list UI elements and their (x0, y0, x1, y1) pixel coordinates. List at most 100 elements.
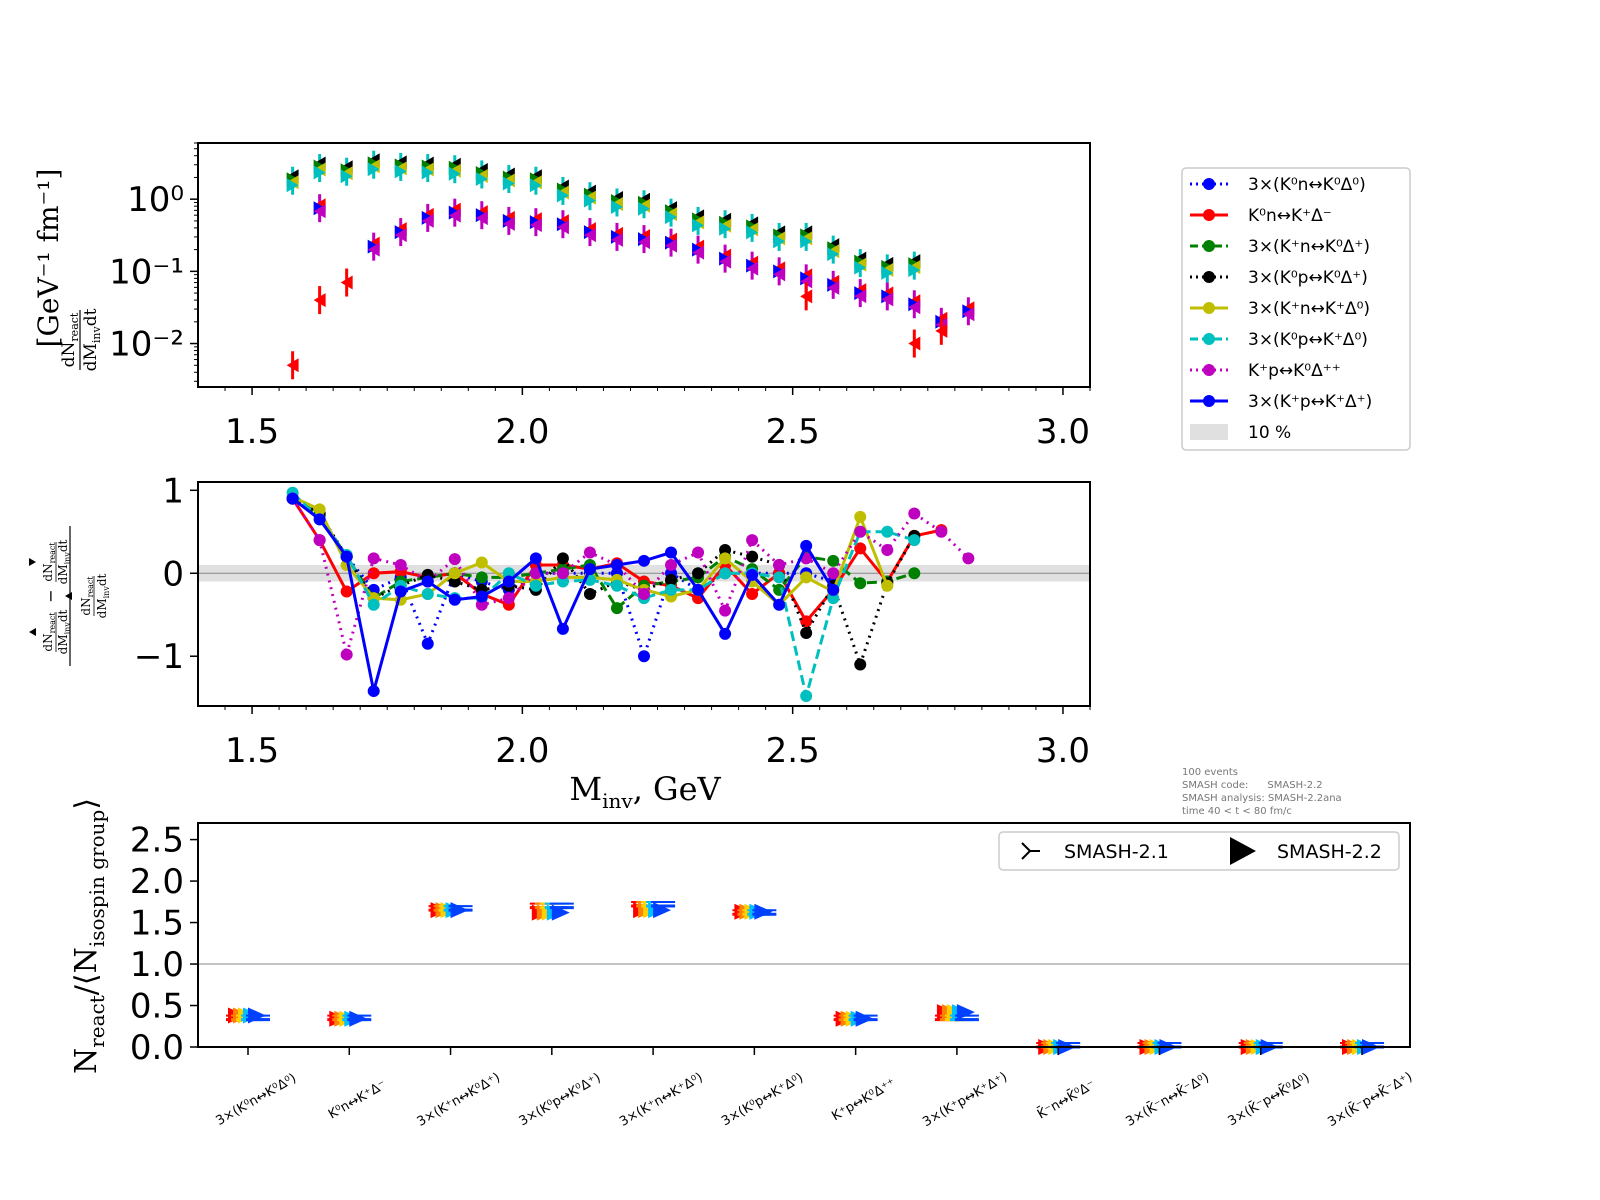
middle-series (286, 490, 921, 615)
middle-point (583, 563, 596, 576)
middle-point (908, 507, 921, 520)
middle-point (610, 579, 623, 592)
bottom-y-tick-label: 1.5 (130, 904, 184, 944)
top-marker (367, 242, 380, 257)
top-marker (286, 178, 299, 193)
middle-point (746, 568, 759, 581)
middle-point (340, 550, 353, 563)
top-point-middle (908, 290, 921, 319)
middle-point (908, 567, 921, 580)
legend-top-entry: 3×(K⁰n↔K⁰Δ⁰) (1190, 175, 1366, 195)
top-ylabel-numerator: dNreact (59, 312, 81, 367)
top-y-label: [GeV⁻¹ fm⁻¹] dNreact dMinvdt (32, 169, 103, 372)
bottom-category-markers (327, 1010, 372, 1027)
middle-point (746, 588, 759, 600)
middle-x-tick-label: 2.5 (766, 731, 820, 771)
info-line-3: SMASH analysis: SMASH-2.2ana (1182, 793, 1342, 804)
middle-point (908, 534, 921, 547)
top-marker (475, 211, 488, 226)
top-marker (421, 213, 434, 228)
top-marker (719, 221, 732, 236)
middle-point (448, 567, 461, 580)
top-marker (908, 336, 921, 351)
top-marker (962, 307, 975, 322)
middle-point (719, 627, 732, 640)
legend-top-entry: 3×(K⁰p↔K⁺Δ⁰) (1190, 330, 1368, 350)
top-point-upper (448, 155, 461, 184)
top-point-upper (665, 198, 678, 227)
middle-point (800, 626, 813, 639)
legend-top-label: K⁰n↔K⁺Δ⁻ (1248, 206, 1332, 226)
middle-point (583, 588, 596, 600)
middle-point (475, 590, 488, 603)
top-marker (367, 162, 380, 177)
top-point-lower (313, 286, 326, 315)
middle-data-layer (286, 486, 975, 703)
top-x-tick-label: 3.0 (1036, 412, 1090, 452)
middle-point (719, 604, 732, 617)
top-marker (881, 265, 894, 280)
bottom-x-tick-label: 3×(K⁺p↔K⁺Δ⁺) (920, 1070, 1010, 1130)
middle-point (665, 583, 678, 596)
top-marker (638, 235, 650, 250)
top-point-upper (475, 160, 488, 189)
legend-top: 3×(K⁰n↔K⁰Δ⁰) K⁰n↔K⁺Δ⁻ 3×(K⁺n↔K⁰Δ⁺) 3×(K⁰p↔K… (1181, 167, 1411, 451)
middle-point (773, 558, 786, 571)
top-marker (286, 358, 299, 373)
middle-point (800, 571, 813, 584)
svg-text:−: − (41, 589, 60, 602)
top-point-lower (340, 268, 353, 297)
top-point-upper (367, 150, 380, 179)
middle-series (286, 492, 840, 698)
info-line-2: SMASH code: SMASH-2.2 (1182, 780, 1323, 791)
middle-point (367, 567, 380, 580)
top-point-lower (935, 316, 948, 345)
top-point-upper (719, 210, 732, 239)
top-marker (854, 260, 867, 275)
middle-point (367, 685, 380, 698)
top-marker (638, 201, 650, 216)
middle-point (475, 571, 488, 584)
middle-point (800, 539, 813, 552)
top-marker (827, 280, 840, 295)
top-marker (475, 171, 488, 186)
top-marker (313, 165, 326, 180)
legend-bottom: SMASH-2.1 SMASH-2.2 (998, 831, 1400, 871)
legend-top-entry: 3×(K⁺n↔K⁺Δ⁰) (1190, 299, 1370, 319)
middle-point (610, 558, 623, 571)
top-point-upper (529, 166, 542, 195)
legend-top-label: 3×(K⁰n↔K⁰Δ⁰) (1248, 175, 1366, 195)
middle-point (854, 525, 867, 538)
top-point-upper (827, 235, 840, 264)
middle-point (448, 575, 461, 588)
top-point-middle (827, 270, 840, 299)
bottom-x-tick-label: 3×(K⁺n↔K⁺Δ⁰) (617, 1070, 705, 1130)
legend-top-frame (1181, 167, 1411, 451)
top-point-lower (286, 351, 299, 380)
middle-point (448, 593, 461, 606)
middle-point (719, 552, 732, 565)
middle-point (827, 554, 840, 567)
top-point-middle (421, 203, 434, 232)
middle-point (746, 534, 759, 547)
middle-series-line (291, 495, 915, 611)
bottom-x-tick-label: K̄⁻n↔K̄⁰Δ⁻ (1035, 1077, 1098, 1122)
svg-text:dMinvdt: dMinvdt (56, 609, 72, 654)
top-marker (340, 169, 353, 184)
bottom-panel: 3×(K⁰n↔K⁰Δ⁰) K⁰n↔K⁺Δ⁻ 3×(K⁺n↔K⁰Δ⁺) 3×(K⁰p↔K… (69, 798, 1415, 1130)
top-marker (800, 289, 813, 304)
top-point-middle (529, 208, 542, 237)
top-marker (908, 263, 921, 278)
middle-point (827, 567, 840, 580)
legend-top-marker (1203, 209, 1215, 221)
bottom-category-markers (529, 902, 574, 921)
top-marker (340, 275, 353, 290)
bottom-x-tick-label: 3×(K⁺n↔K⁰Δ⁺) (415, 1070, 503, 1130)
top-point-upper (556, 176, 569, 205)
middle-x-tick-label: 2.0 (495, 731, 549, 771)
top-marker (502, 176, 515, 191)
bottom-x-tick-label: K⁺p↔K⁰Δ⁺⁺ (829, 1076, 898, 1124)
top-point-lower (800, 282, 813, 311)
top-marker (583, 193, 596, 208)
top-point-middle (475, 201, 488, 230)
